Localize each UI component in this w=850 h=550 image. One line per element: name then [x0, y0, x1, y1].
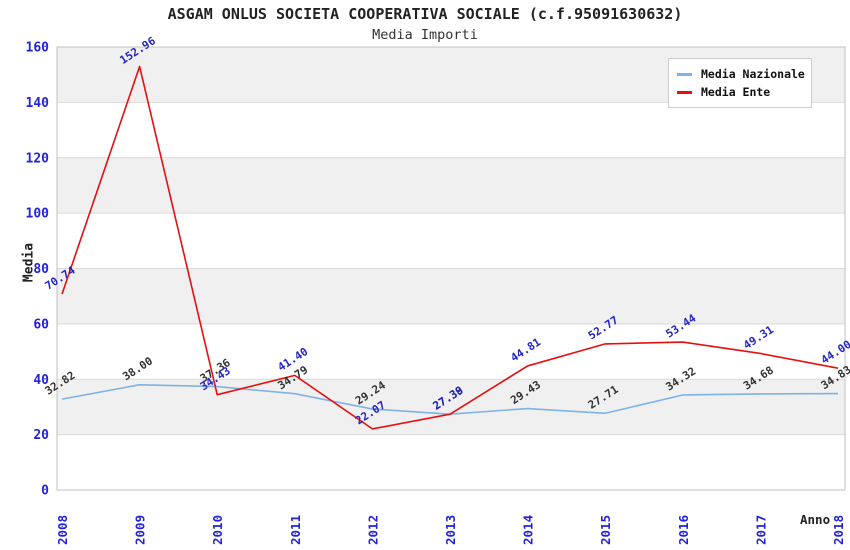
- legend-item-media-ente: Media Ente: [677, 83, 803, 101]
- y-tick-label: 40: [33, 373, 49, 388]
- x-tick-label: 2011: [288, 515, 303, 545]
- point-value-label: 49.31: [741, 323, 776, 352]
- y-tick-label: 80: [33, 262, 49, 277]
- x-axis-title: Anno: [800, 512, 831, 527]
- y-tick-label: 160: [26, 41, 50, 56]
- chart-title: ASGAM ONLUS SOCIETA COOPERATIVA SOCIALE …: [167, 5, 683, 23]
- x-tick-label: 2010: [210, 515, 225, 545]
- x-tick-label: 2008: [55, 515, 70, 545]
- plot-border: [56, 46, 846, 491]
- grid-band: [57, 157, 845, 214]
- legend-label: Media Ente: [701, 85, 771, 99]
- grid-band: [57, 268, 845, 324]
- grid-band: [57, 379, 845, 435]
- chart-subtitle: Media Importi: [372, 27, 478, 43]
- point-value-label: 44.81: [508, 335, 543, 364]
- chart-legend: Media Nazionale Media Ente: [668, 58, 812, 108]
- ente-line-swatch-icon: [677, 90, 692, 94]
- x-tick-label: 2015: [598, 515, 613, 545]
- x-tick-label: 2013: [443, 515, 458, 545]
- legend-label: Media Nazionale: [701, 67, 805, 81]
- y-tick-label: 100: [26, 207, 50, 222]
- legend-item-media-nazionale: Media Nazionale: [677, 65, 805, 83]
- x-tick-label: 2018: [831, 515, 846, 545]
- y-tick-label: 0: [41, 484, 49, 499]
- y-axis-title: Media: [21, 242, 37, 283]
- x-tick-label: 2017: [753, 515, 768, 545]
- x-tick-label: 2012: [365, 515, 380, 545]
- y-tick-label: 120: [26, 151, 50, 166]
- y-tick-label: 60: [33, 317, 49, 332]
- y-tick-label: 20: [33, 428, 49, 443]
- x-tick-label: 2016: [676, 515, 691, 545]
- y-tick-label: 140: [26, 96, 50, 111]
- x-tick-label: 2009: [133, 515, 148, 545]
- nazionale-line-swatch-icon: [677, 72, 692, 76]
- series-line-media-ente: [61, 65, 839, 430]
- x-tick-label: 2014: [521, 515, 536, 545]
